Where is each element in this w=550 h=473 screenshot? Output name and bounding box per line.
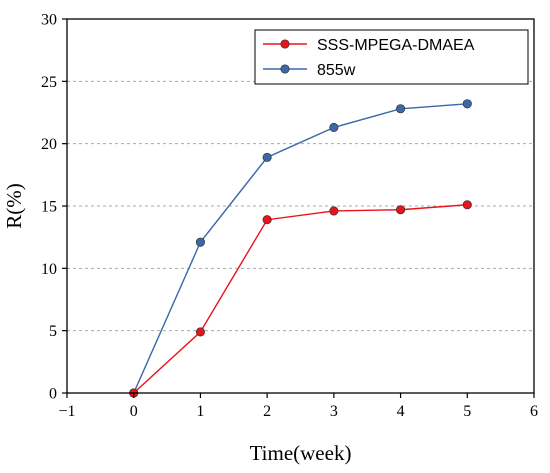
data-point: [195, 237, 205, 247]
legend-label: 855w: [317, 62, 356, 79]
legend-box: [254, 29, 529, 85]
y-axis-title: R(%): [2, 183, 26, 229]
x-tick-label: 4: [397, 403, 405, 420]
data-point: [262, 215, 272, 225]
x-tick-label: 1: [196, 403, 204, 420]
y-tick-label: 5: [49, 323, 57, 340]
data-point: [329, 122, 339, 133]
y-tick-label: 0: [49, 386, 57, 403]
legend-marker: [280, 39, 290, 49]
data-point: [396, 205, 406, 215]
data-point: [329, 206, 339, 216]
legend: SSS-MPEGA-DMAEA 855w: [254, 29, 529, 85]
y-tick-label: 25: [41, 74, 57, 91]
x-tick-label: −1: [58, 403, 75, 420]
x-tick-label: 3: [330, 403, 338, 420]
data-point: [462, 99, 472, 109]
legend-label: SSS-MPEGA-DMAEA: [317, 37, 475, 54]
data-point: [262, 152, 272, 162]
x-tick-label: 6: [530, 403, 538, 420]
x-tick-label: 2: [263, 403, 271, 420]
x-axis-title: Time(week): [250, 441, 352, 465]
series-line-855w: [133, 103, 468, 394]
data-point: [396, 104, 406, 114]
series-line-sss-mpega-dmaea: [133, 204, 468, 394]
x-axis-ticks: −1 0 1 2 3 4 5 6: [58, 393, 538, 420]
x-tick-label: 0: [130, 403, 138, 420]
series-layer: [129, 99, 472, 398]
y-tick-label: 30: [41, 12, 57, 29]
legend-marker: [280, 64, 290, 74]
y-tick-label: 15: [41, 199, 57, 216]
data-point: [195, 327, 205, 337]
x-tick-label: 5: [463, 403, 471, 420]
y-tick-label: 10: [41, 261, 57, 278]
data-point: [462, 200, 472, 210]
y-tick-label: 20: [41, 136, 57, 153]
y-axis-ticks: 0 5 10 15 20 25 30: [41, 12, 67, 403]
